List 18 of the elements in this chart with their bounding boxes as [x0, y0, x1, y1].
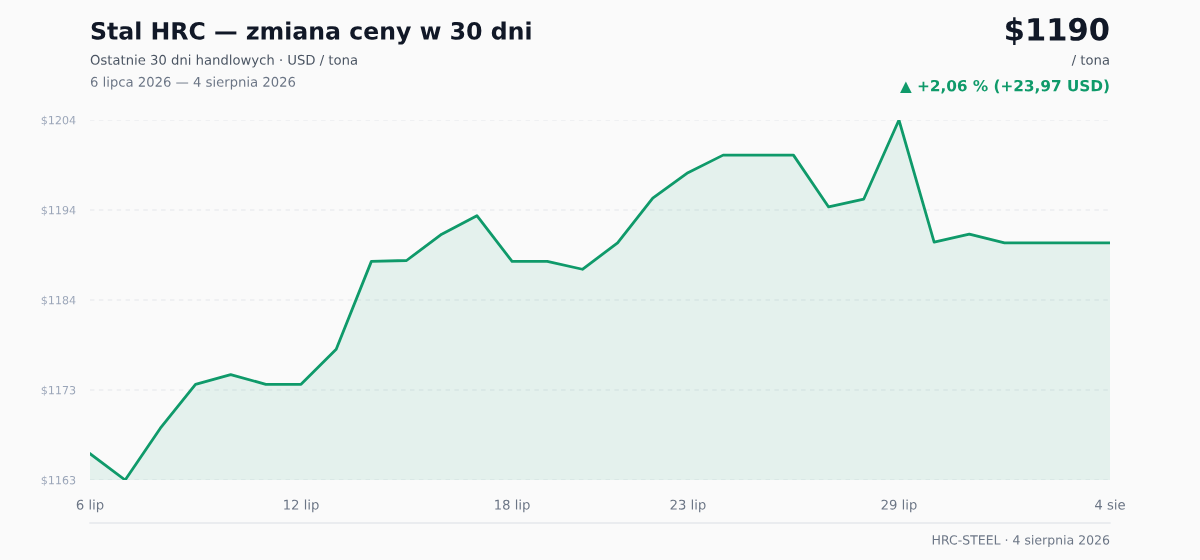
y-tick-label: $1184 — [41, 295, 76, 306]
text: 6 lipca 2026 — 4 sierpnia 2026 — [90, 76, 296, 90]
text: $1190 — [1006, 17, 1109, 45]
x-tick-label: 4 sie — [1095, 499, 1125, 510]
y-tick-label: $1194 — [41, 205, 76, 216]
x-tick-label: 6 lip — [76, 499, 104, 513]
y-tick-label: $1163 — [41, 475, 76, 486]
text: / tona — [1071, 55, 1109, 66]
y-tick-label: $1204 — [41, 115, 76, 126]
chart-title: Stal HRC — zmiana ceny w 30 dni — [91, 21, 531, 45]
y-tick-label: $1173 — [41, 385, 76, 396]
x-tick-label: 23 lip — [670, 499, 706, 513]
chart-subtitle: Ostatnie 30 dni handlowych · USD / tona — [90, 54, 357, 68]
x-tick-label: 29 lip — [881, 499, 917, 513]
text: ▲ +2,06 % (+23,97 USD) — [900, 79, 1109, 94]
text: HRC-STEEL · 4 sierpnia 2026 — [932, 534, 1110, 548]
x-tick-label: 18 lip — [495, 499, 530, 513]
x-tick-label: 12 lip — [284, 499, 319, 513]
